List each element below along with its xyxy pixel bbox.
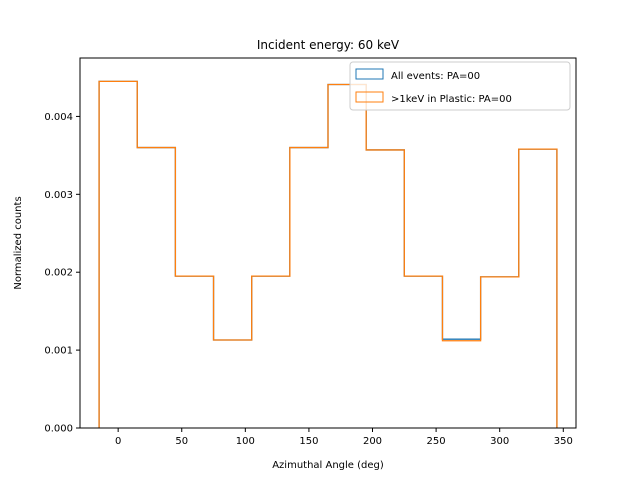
legend-swatch-plastic <box>355 91 384 103</box>
legend-label-all-events: All events: PA=00 <box>391 71 480 82</box>
series-layer <box>98 80 558 428</box>
x-tick-label: 100 <box>236 436 255 447</box>
series-1-step-outline <box>98 80 558 428</box>
y-tick-label: 0.002 <box>44 268 73 279</box>
y-axis: 0.000 0.001 0.002 0.003 0.004 <box>44 112 80 435</box>
y-tick-label: 0.001 <box>44 346 73 357</box>
y-axis-label: Normalized counts <box>13 196 24 289</box>
chart-title: Incident energy: 60 keV <box>257 38 400 52</box>
x-tick-label: 150 <box>299 436 318 447</box>
x-tick-label: 300 <box>490 436 509 447</box>
plot-frame <box>79 57 577 429</box>
x-tick-label: 250 <box>427 436 446 447</box>
x-tick-label: 200 <box>363 436 382 447</box>
x-axis: 0 50 100 150 200 250 300 350 <box>115 428 573 447</box>
x-tick-label: 350 <box>554 436 573 447</box>
legend-box <box>349 61 571 111</box>
y-tick-label: 0.004 <box>44 112 73 123</box>
legend: All events: PA=00 >1keV in Plastic: PA=0… <box>349 61 571 111</box>
legend-swatch-all-events <box>355 68 384 80</box>
y-tick-label: 0.003 <box>44 190 73 201</box>
x-axis-label: Azimuthal Angle (deg) <box>272 460 384 471</box>
legend-label-plastic: >1keV in Plastic: PA=00 <box>391 94 512 105</box>
y-tick-label: 0.000 <box>44 424 73 435</box>
x-tick-label: 0 <box>115 436 121 447</box>
x-tick-label: 50 <box>175 436 188 447</box>
